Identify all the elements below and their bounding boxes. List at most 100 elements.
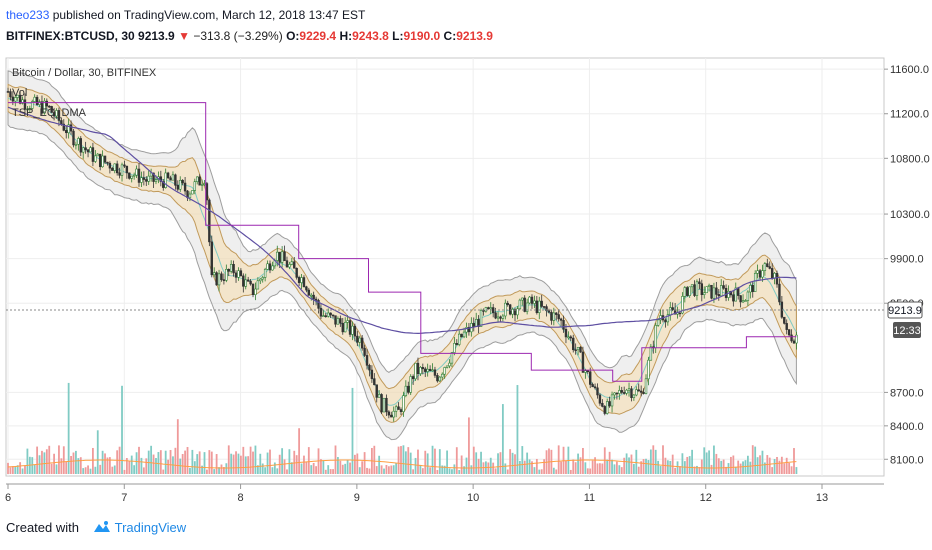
candle-body	[6, 91, 10, 93]
volume-bar	[281, 448, 284, 474]
candle-body	[596, 387, 599, 396]
candle-body	[574, 349, 577, 352]
volume-bar	[7, 462, 9, 474]
candle-body	[618, 390, 621, 394]
candle-body	[208, 199, 211, 243]
candle-body	[285, 260, 289, 268]
volume-bar	[140, 457, 143, 474]
candle-body	[390, 414, 393, 418]
legend-indicator[interactable]: TSP_EQ_DMA	[12, 107, 87, 119]
volume-bar	[288, 449, 291, 474]
candle-body	[31, 101, 34, 109]
candle-body	[377, 394, 381, 398]
volume-bar	[577, 453, 579, 474]
candle-body	[698, 281, 701, 284]
volume-bar	[65, 461, 68, 474]
legend-volume[interactable]: Vol	[12, 87, 27, 99]
volume-bar	[125, 458, 128, 474]
tradingview-link[interactable]: TradingView	[114, 520, 187, 535]
volume-bar	[710, 464, 713, 474]
volume-bar	[116, 450, 119, 474]
candle-body	[770, 268, 774, 279]
volume-bar	[276, 468, 279, 474]
legend-series[interactable]: Bitcoin / Dollar, 30, BITFINEX	[12, 67, 157, 79]
volume-bar	[286, 469, 288, 474]
author-link[interactable]: theo233	[6, 8, 50, 22]
candle-body	[414, 362, 417, 380]
candle-body	[533, 300, 536, 304]
candle-body	[348, 320, 352, 335]
candle-body	[154, 179, 158, 182]
candle-body	[196, 176, 199, 183]
volume-bar	[795, 467, 798, 474]
volume-bar	[691, 449, 694, 474]
candle-body	[198, 176, 201, 186]
candle-body	[644, 378, 648, 394]
candle-body	[74, 143, 78, 146]
candle-body	[45, 100, 49, 107]
volume-bar	[768, 457, 771, 474]
candle-body	[601, 402, 604, 407]
candle-body	[343, 322, 347, 333]
candle-body	[164, 172, 167, 188]
volume-bar	[771, 467, 774, 474]
price-axis[interactable]: 8100.08400.08700.09500.09900.010300.0108…	[884, 64, 930, 466]
volume-bar	[162, 469, 165, 474]
volume-bar	[145, 458, 148, 474]
volume-bar	[295, 455, 298, 474]
candle-body	[678, 312, 682, 315]
candle-body	[232, 263, 235, 274]
candle-body	[649, 346, 653, 361]
volume-bar	[230, 453, 233, 474]
candle-body	[707, 284, 711, 287]
candle-body	[234, 272, 238, 278]
candle-body	[94, 155, 97, 162]
candle-body	[722, 285, 725, 289]
candle-body	[428, 368, 432, 372]
volume-bar	[21, 468, 24, 474]
volume-bar	[58, 445, 60, 474]
volume-bar	[557, 445, 560, 474]
candle-body	[249, 280, 252, 285]
volume-bar	[99, 464, 102, 474]
volume-bar	[72, 452, 75, 474]
candle-body	[220, 273, 223, 280]
volume-bar	[225, 463, 228, 474]
candle-body	[162, 181, 165, 188]
volume-bar	[167, 459, 170, 474]
volume-bar	[620, 467, 623, 474]
candle-body	[373, 378, 376, 386]
volume-bar	[659, 465, 662, 474]
candle-body	[317, 300, 320, 309]
volume-bar	[717, 458, 720, 474]
candle-body	[608, 401, 611, 407]
volume-bar	[773, 458, 776, 474]
candle-body	[462, 331, 466, 338]
candle-body	[370, 369, 374, 379]
y-tick-label: 9900.0	[890, 254, 924, 266]
candle-body	[477, 319, 480, 327]
candle-body	[368, 365, 371, 371]
candle-body	[297, 277, 301, 283]
volume-bar	[404, 451, 407, 474]
candle-body	[271, 265, 274, 271]
price-chart[interactable]: 8100.08400.08700.09500.09900.010300.0108…	[0, 52, 932, 510]
volume-bar	[152, 454, 155, 474]
volume-bar	[475, 452, 478, 474]
candle-body	[123, 164, 126, 167]
volume-bar	[679, 466, 681, 474]
volume-bar	[169, 450, 172, 474]
candle-body	[615, 392, 619, 395]
candle-body	[450, 352, 454, 364]
volume-bar	[412, 469, 415, 474]
open-label: O:	[286, 29, 300, 43]
volume-bar	[487, 462, 490, 474]
outer-band	[7, 70, 797, 441]
candle-body	[302, 277, 306, 288]
volume-bar	[11, 466, 14, 474]
time-axis[interactable]: 6 7 8 9 10 11 12 13	[5, 484, 828, 504]
candle-body	[142, 177, 146, 180]
candle-body	[598, 394, 602, 404]
volume-bar	[283, 459, 286, 474]
candle-body	[775, 272, 779, 285]
